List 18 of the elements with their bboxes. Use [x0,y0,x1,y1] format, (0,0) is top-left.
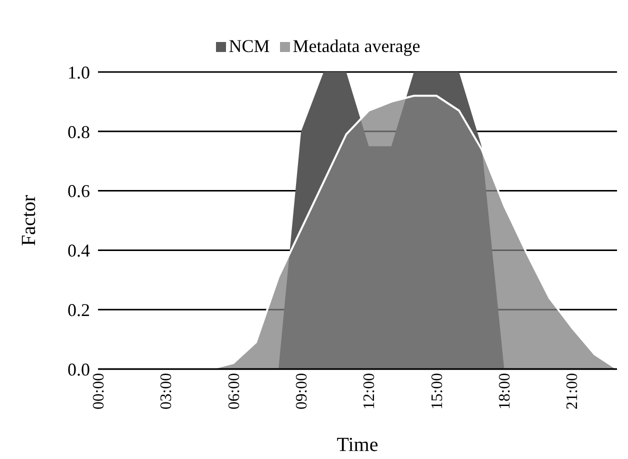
y-tick-label: 0.8 [68,122,90,142]
legend-label: NCM [228,36,270,57]
x-tick-label: 00:00 [90,373,108,410]
x-tick-label: 21:00 [564,373,582,410]
y-tick-label: 0.4 [68,240,90,261]
y-axis-title: Factor [18,194,40,246]
x-tick-label: 15:00 [428,373,446,410]
legend-label: Metadata average [292,36,420,57]
x-tick-label: 09:00 [293,373,310,410]
y-tick-label: 0.0 [68,359,90,380]
x-axis-title: Time [336,434,378,456]
y-tick-label: 0.6 [68,181,90,202]
x-tick-label: 03:00 [158,373,176,410]
x-tick-label: 12:00 [361,373,378,410]
x-tick-label: 06:00 [226,373,243,410]
y-tick-label: 0.2 [68,300,90,320]
x-tick-label: 18:00 [496,373,514,410]
y-tick-label: 1.0 [68,62,90,82]
